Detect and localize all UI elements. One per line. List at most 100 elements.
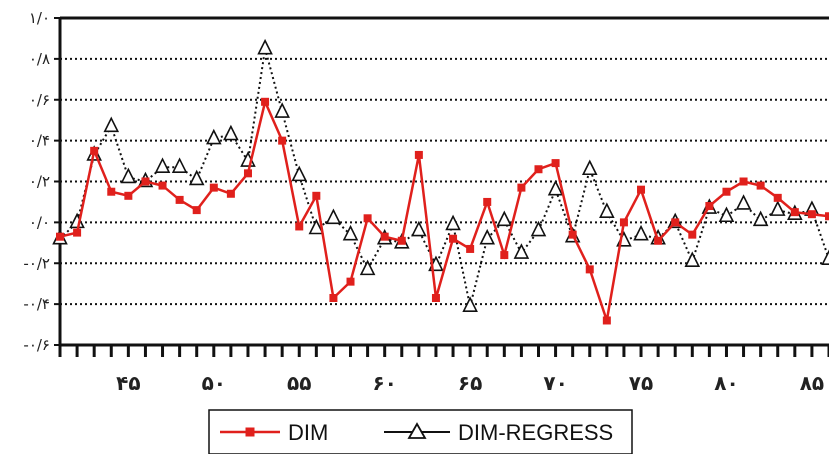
data-point-dim-regress — [342, 224, 359, 241]
data-point-dim-regress — [581, 159, 598, 176]
x-tick-label: ۸۵ — [800, 371, 824, 395]
data-point-dim-regress — [479, 228, 496, 245]
data-point-dim-regress — [547, 179, 564, 196]
y-tick-label: -۰/۴ — [23, 295, 50, 313]
data-point-dim — [312, 191, 321, 200]
data-point-dim — [773, 193, 782, 202]
data-point-dim — [243, 169, 252, 178]
data-point-dim — [688, 230, 697, 239]
y-tick-label: ۱/۰ — [29, 9, 50, 27]
y-tick-label: ۰/۶ — [29, 91, 50, 109]
data-point-dim-regress — [188, 169, 205, 186]
data-point-dim-regress — [171, 157, 188, 173]
data-point-dim — [449, 234, 458, 243]
data-point-dim-regress — [735, 194, 752, 210]
data-point-dim-regress — [291, 165, 308, 182]
legend-regress-label: DIM-REGRESS — [458, 420, 613, 445]
y-tick-label: -۰/۲ — [23, 254, 50, 272]
data-point-dim-regress — [223, 124, 239, 141]
axes — [58, 16, 829, 347]
data-point-dim-regress — [359, 259, 376, 276]
data-point-dim — [295, 222, 304, 231]
data-point-dim-regress — [496, 210, 513, 227]
data-point-dim — [534, 165, 543, 174]
data-point-dim — [209, 183, 218, 192]
data-point-dim — [568, 230, 577, 239]
x-tick-label: ۷۰ — [543, 371, 567, 395]
data-point-dim — [380, 232, 389, 241]
data-point-dim-regress — [599, 202, 615, 218]
data-point-dim — [739, 177, 748, 186]
y-tick-label: ۰/۸ — [29, 50, 50, 68]
legend-dim-label: DIM — [288, 420, 328, 445]
data-point-dim-regress — [769, 200, 786, 216]
data-point-dim — [141, 177, 150, 186]
data-point-dim — [107, 187, 116, 196]
data-point-dim — [414, 150, 423, 159]
legend-regress-marker — [407, 422, 427, 439]
data-point-dim-regress — [274, 102, 290, 118]
x-tick-label: ۶۰ — [372, 371, 396, 395]
data-point-dim-regress — [308, 218, 325, 235]
data-point-dim-regress — [120, 167, 137, 184]
data-point-dim — [551, 159, 560, 168]
data-point-dim-regress — [752, 210, 769, 227]
y-tick-label: ۰/۴ — [29, 132, 50, 150]
data-point-dim — [825, 212, 829, 221]
y-axis-ticks: ۱/۰ ۰/۸ ۰/۶ ۰/۴ ۰/۲ ۰/۰ -۰/۲ -۰/۴ -۰/۶ — [23, 9, 60, 354]
legend-dim-marker — [245, 427, 255, 437]
data-point-dim — [517, 183, 526, 192]
data-point-dim-regress — [821, 249, 829, 265]
data-point-dim — [192, 206, 201, 215]
data-point-dim-regress — [154, 157, 171, 173]
y-tick-label: ۰/۰ — [29, 213, 50, 231]
data-point-dim-regress — [103, 116, 120, 133]
x-tick-label: ۸۰ — [714, 371, 738, 395]
x-tick-label: ۴۵ — [116, 371, 140, 395]
data-point-dim — [671, 218, 680, 227]
data-point-dim — [602, 316, 611, 325]
data-point-dim — [722, 187, 731, 196]
data-point-dim — [175, 195, 184, 204]
data-point-dim-regress — [530, 220, 547, 237]
data-point-dim-regress — [684, 251, 701, 268]
data-point-dim-regress — [445, 214, 461, 231]
data-point-dim — [705, 202, 714, 211]
data-point-dim-regress — [411, 220, 427, 237]
data-point-dim — [397, 236, 406, 245]
data-point-dim — [278, 136, 287, 145]
data-point-dim — [500, 251, 509, 260]
x-tick-label: ۷۵ — [629, 371, 653, 395]
data-point-dim — [158, 181, 167, 190]
data-point-dim-regress — [462, 296, 478, 312]
data-point-dim — [124, 191, 133, 200]
data-point-dim — [585, 265, 594, 274]
data-point-dim — [261, 97, 270, 106]
data-point-dim — [637, 185, 646, 194]
x-tick-label: ۵۰ — [202, 371, 226, 395]
data-point-dim — [90, 146, 99, 155]
data-point-dim — [346, 277, 355, 286]
legend: DIM DIM-REGRESS — [208, 409, 633, 454]
x-tick-label: ۵۵ — [287, 371, 311, 395]
data-point-dim-regress — [325, 208, 342, 225]
data-point-dim — [654, 236, 663, 245]
data-point-dim — [483, 197, 492, 206]
data-point-dim — [790, 208, 799, 217]
data-point-dim — [619, 218, 628, 227]
data-point-dim — [431, 293, 440, 302]
data-point-dim — [756, 181, 765, 190]
data-point-dim — [329, 293, 338, 302]
y-tick-label: -۰/۶ — [23, 336, 50, 354]
x-tick-label: ۶۵ — [458, 371, 482, 395]
data-point-dim — [466, 244, 475, 253]
data-point-dim — [807, 210, 816, 219]
data-point-dim — [363, 214, 372, 223]
data-point-dim — [226, 189, 235, 198]
data-point-dim-regress — [206, 128, 222, 145]
data-point-dim-regress — [513, 243, 530, 259]
data-point-dim-regress — [257, 38, 273, 55]
y-tick-label: ۰/۲ — [29, 173, 50, 191]
data-point-dim-regress — [718, 206, 735, 223]
